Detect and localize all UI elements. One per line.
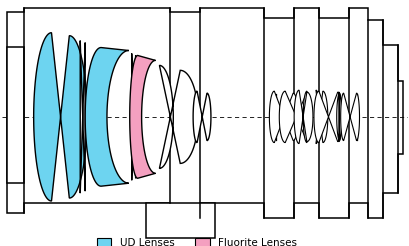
Polygon shape	[313, 91, 342, 143]
Polygon shape	[336, 92, 341, 142]
Polygon shape	[7, 46, 24, 183]
Polygon shape	[7, 8, 402, 218]
Polygon shape	[293, 90, 306, 144]
Polygon shape	[340, 93, 359, 141]
Polygon shape	[34, 33, 87, 201]
Polygon shape	[145, 203, 214, 238]
Legend: UD Lenses, Fluorite Lenses: UD Lenses, Fluorite Lenses	[97, 238, 297, 246]
Polygon shape	[159, 65, 198, 168]
Polygon shape	[85, 47, 128, 186]
Polygon shape	[131, 53, 135, 180]
Polygon shape	[315, 90, 327, 144]
Polygon shape	[129, 55, 155, 178]
Polygon shape	[279, 91, 312, 143]
Polygon shape	[269, 91, 297, 143]
Polygon shape	[80, 41, 85, 193]
Polygon shape	[193, 91, 210, 143]
